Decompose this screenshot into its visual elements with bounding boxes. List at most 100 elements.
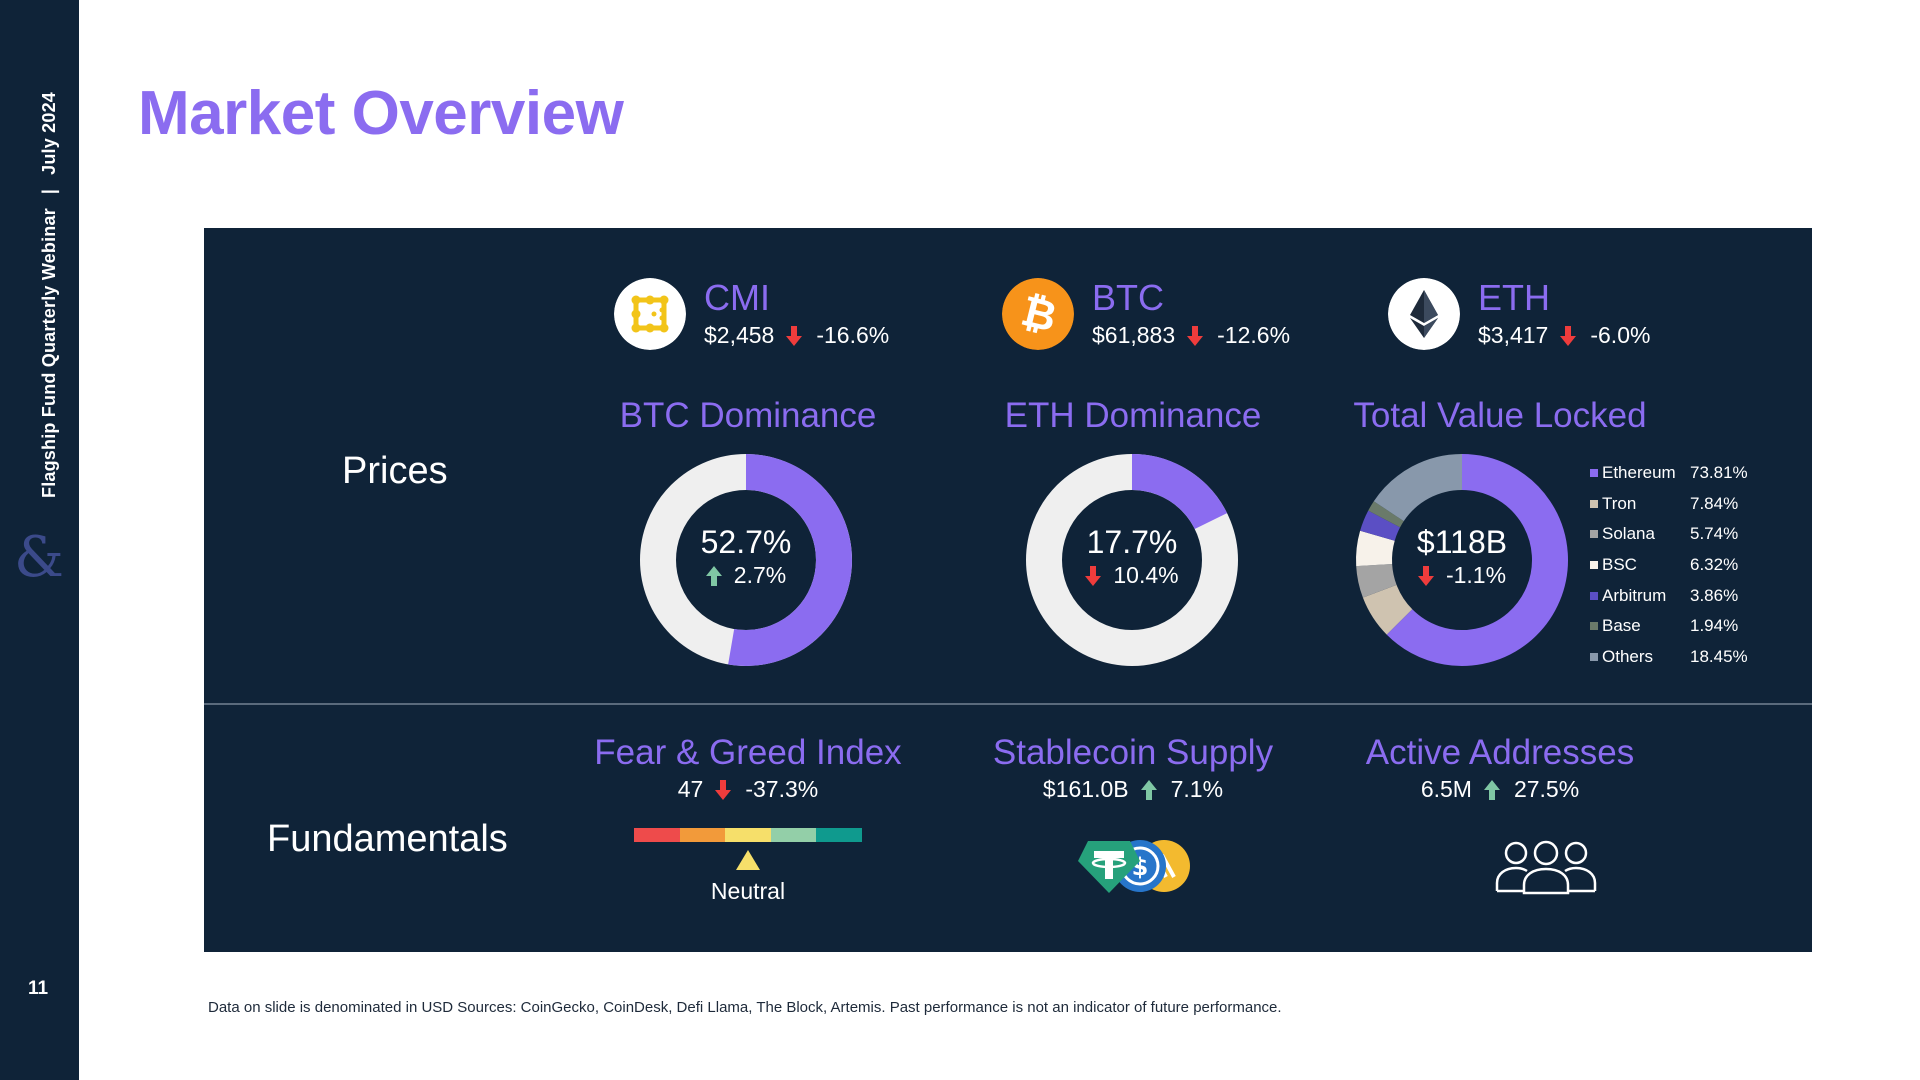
ticker-price: $3,417 (1478, 322, 1549, 348)
tvl-change-line: -1.1% (1362, 564, 1562, 587)
eth-dominance-change-line: 10.4% (1032, 564, 1232, 587)
eth-dominance-heading: ETH Dominance (1004, 396, 1262, 435)
stablecoin-change: 7.1% (1170, 776, 1224, 802)
legend-value: 5.74% (1690, 524, 1739, 544)
scale-segment-extreme-greed (816, 828, 862, 842)
market-panel: Prices Fundamentals CMI $2,458 (204, 228, 1812, 952)
fear-greed-scale (634, 828, 862, 842)
eth-dominance-donut (1026, 454, 1238, 666)
tvl-slice-solana (1356, 563, 1397, 598)
active-addresses-value: 6.5M (1420, 776, 1472, 802)
legend-item-solana: Solana 5.74% (1590, 519, 1760, 550)
arrow-down-icon (1417, 565, 1434, 586)
legend-item-others: Others 18.45% (1590, 642, 1760, 673)
legend-item-base: Base 1.94% (1590, 611, 1760, 642)
brand-mark-icon: & (14, 525, 64, 590)
arrow-up-icon (1483, 779, 1500, 800)
stablecoin-value: $161.0B (1042, 776, 1129, 802)
cmi-logo-icon (614, 278, 686, 350)
ticker-cmi: CMI $2,458 -16.6% (614, 278, 914, 358)
footnote: Data on slide is denominated in USD Sour… (208, 999, 1282, 1016)
page-number: 11 (27, 978, 49, 999)
eth-dominance-value: 17.7% (1086, 524, 1178, 560)
arrow-down-icon (786, 325, 803, 346)
bitcoin-logo-icon: ₿ (1002, 278, 1074, 350)
legend-swatch (1590, 622, 1598, 631)
ticker-price-line: $3,417 -6.0% (1478, 324, 1650, 347)
prices-row-label: Prices (342, 450, 448, 492)
arrow-down-icon (715, 779, 732, 800)
fear-greed-label: Neutral (710, 878, 786, 904)
sidebar-event-label: Flagship Fund Quarterly Webinar | July 202… (39, 91, 59, 498)
sidebar: Flagship Fund Quarterly Webinar | July 202… (0, 0, 79, 1080)
legend-value: 6.32% (1690, 555, 1739, 575)
legend-swatch (1590, 652, 1598, 661)
tvl-heading: Total Value Locked (1353, 396, 1647, 435)
legend-value: 18.45% (1690, 646, 1748, 666)
fear-greed-heading: Fear & Greed Index (594, 733, 902, 772)
legend-name: BSC (1602, 555, 1637, 575)
arrow-down-icon (1085, 565, 1102, 586)
ticker-change: -12.6% (1217, 322, 1291, 348)
active-addresses-metric: 6.5M 27.5% (1300, 778, 1700, 801)
btc-dominance-donut (640, 454, 852, 666)
legend-value: 7.84% (1690, 493, 1739, 513)
tvl-slice-ethereum (1386, 454, 1568, 666)
row-divider (204, 703, 1812, 705)
ticker-change: -6.0% (1590, 322, 1651, 348)
stablecoin-coins-icon: $ (1078, 840, 1190, 893)
fundamentals-row-label: Fundamentals (267, 818, 508, 860)
btc-dominance-center: 52.7% 2.7% (646, 526, 846, 587)
ethereum-logo-icon (1388, 278, 1460, 350)
users-group-icon (1495, 840, 1597, 895)
ticker-price-line: $2,458 -16.6% (704, 324, 889, 347)
tvl-donut (1356, 454, 1568, 666)
legend-value: 3.86% (1690, 585, 1739, 605)
scale-segment-fear (679, 828, 726, 842)
event-date: July 2024 (39, 91, 59, 175)
stablecoin-metric: $161.0B 7.1% (933, 778, 1333, 801)
arrow-up-icon (1140, 779, 1157, 800)
legend-swatch (1590, 561, 1598, 570)
active-addresses-heading: Active Addresses (1365, 733, 1635, 772)
eth-dominance-change: 10.4% (1113, 562, 1179, 588)
tvl-slice-others (1373, 454, 1463, 522)
ticker-change: -16.6% (816, 322, 890, 348)
fear-greed-change: -37.3% (745, 776, 819, 802)
ticker-price-line: $61,883 -12.6% (1092, 324, 1290, 347)
legend-item-bsc: BSC 6.32% (1590, 550, 1760, 581)
tvl-slice-base (1368, 501, 1404, 528)
legend-item-arbitrum: Arbitrum 3.86% (1590, 580, 1760, 611)
tvl-center: $118B -1.1% (1362, 526, 1562, 587)
stablecoin-heading: Stablecoin Supply (992, 733, 1274, 772)
fear-greed-marker-icon (736, 850, 760, 870)
btc-dominance-value: 52.7% (700, 524, 792, 560)
scale-segment-extreme-fear (634, 828, 680, 842)
scale-segment-neutral (725, 828, 771, 842)
arrow-down-icon (1187, 325, 1204, 346)
donut-value-arc (728, 454, 852, 666)
btc-dominance-change: 2.7% (733, 562, 787, 588)
legend-swatch (1590, 591, 1598, 600)
fear-greed-value: 47 (677, 776, 704, 802)
btc-dominance-heading: BTC Dominance (619, 396, 877, 435)
legend-value: 73.81% (1690, 463, 1748, 483)
legend-swatch (1590, 499, 1598, 508)
tvl-value: $118B (1416, 524, 1508, 560)
scale-segment-greed (770, 828, 817, 842)
legend-name: Tron (1602, 493, 1637, 513)
legend-name: Ethereum (1602, 463, 1676, 483)
legend-name: Arbitrum (1602, 585, 1667, 605)
arrow-down-icon (1560, 325, 1577, 346)
active-addresses-change: 27.5% (1513, 776, 1580, 802)
page-title: Market Overview (138, 79, 624, 148)
event-title: Flagship Fund Quarterly Webinar (39, 208, 59, 498)
tvl-change: -1.1% (1445, 562, 1507, 588)
ticker-price: $2,458 (704, 322, 775, 348)
legend-swatch (1590, 530, 1598, 539)
donut-value-arc (1131, 454, 1228, 530)
legend-swatch (1590, 469, 1598, 478)
eth-dominance-center: 17.7% 10.4% (1032, 526, 1232, 587)
ticker-symbol: BTC (1092, 277, 1164, 318)
